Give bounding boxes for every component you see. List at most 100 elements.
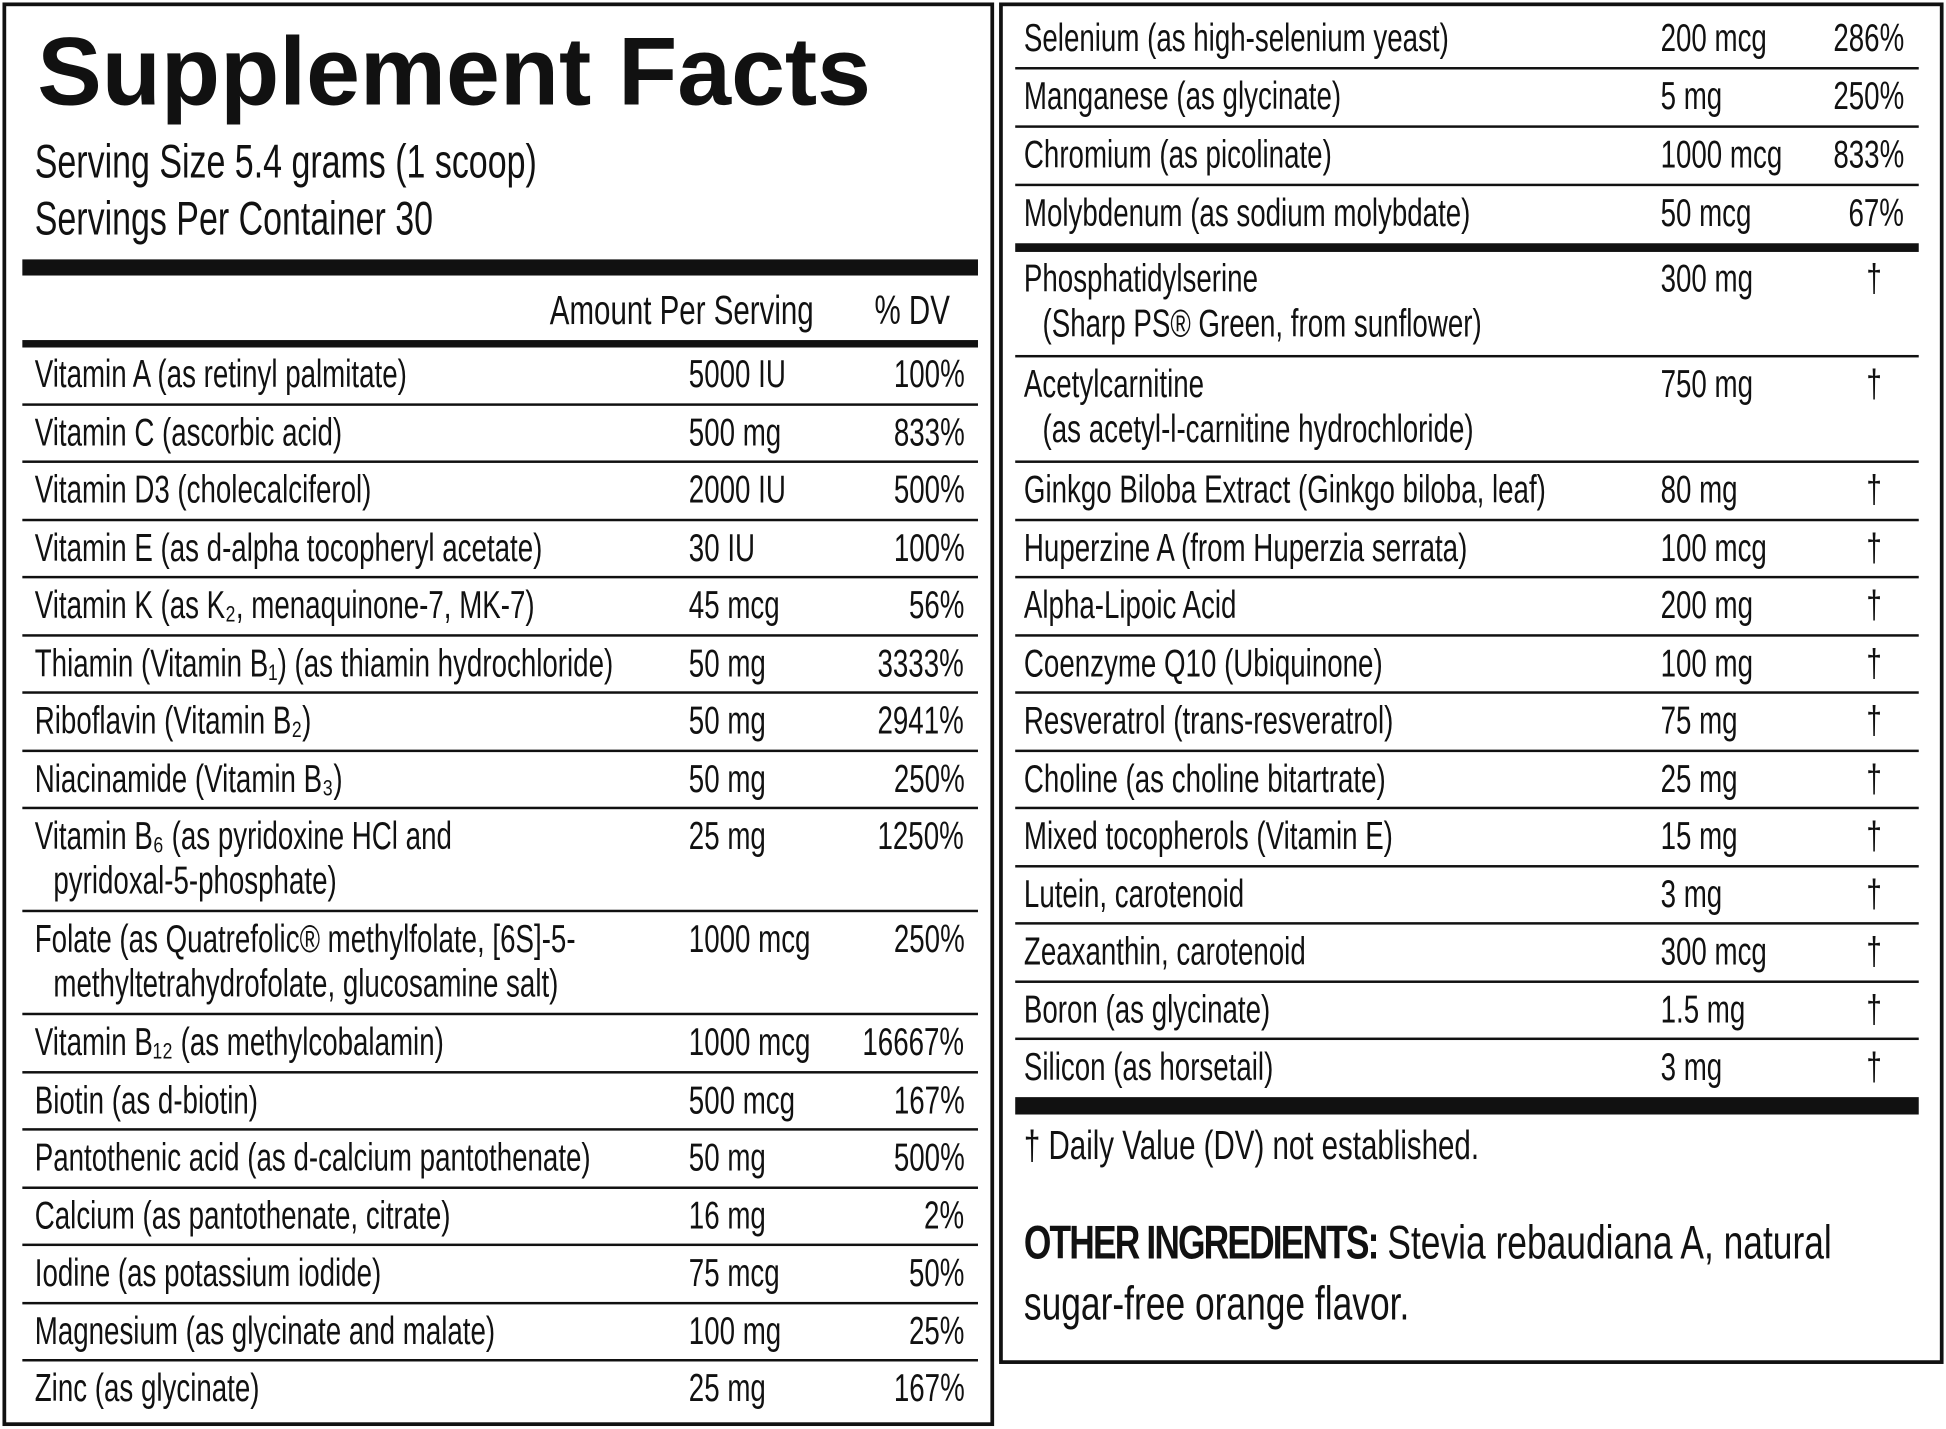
nutrient-amount: 200 mcg [1661,16,1809,61]
nutrient-name: Calcium (as pantothenate, citrate) [35,1193,612,1238]
row-rule [22,1070,978,1073]
right-panel [999,2,1944,1364]
nutrient-amount-text: 100 mg [688,1308,782,1353]
nutrient-dv-text: † [1866,929,1882,974]
nutrient-name-text: Vitamin E (as d-alpha tocopheryl acetate… [34,525,543,570]
nutrient-amount-text: 16 mg [688,1193,766,1237]
nutrient-name: Choline (as choline bitartrate) [1024,756,1527,801]
thick-rule [22,259,978,276]
row-rule [22,806,978,810]
nutrient-dv-text: 167% [893,1366,965,1410]
nutrient-name-text: Vitamin A (as retinyl palmitate) [34,352,407,396]
nutrient-dv-text: † [1866,871,1882,916]
nutrient-dv-text: 50% [908,1251,965,1295]
row-rule [22,749,978,752]
nutrient-name: Vitamin B₁₂ (as methylcobalamin) [35,1020,603,1065]
nutrient-dv-text: 286% [1832,16,1904,60]
nutrient-dv-text: 833% [1832,132,1904,177]
nutrient-dv-text: 500% [893,467,965,512]
nutrient-amount-text: 25 mg [688,1366,766,1410]
nutrient-dv-text: † [1866,583,1882,627]
nutrient-dv: † [1860,583,1881,628]
nutrient-dv-text: 3333% [878,641,965,685]
row-rule [1015,922,1919,925]
nutrient-amount: 16 mg [689,1193,796,1238]
header-dv-text: % DV [874,286,950,333]
nutrient-dv-text: † [1866,756,1882,800]
nutrient-amount-text: 25 mg [1660,756,1738,800]
nutrient-dv-text: † [1866,1045,1882,1089]
nutrient-amount-text: 500 mcg [688,1077,796,1122]
nutrient-dv-text: † [1866,362,1882,406]
nutrient-subname: methyltetrahydrofolate, glucosamine salt… [53,962,754,1007]
nutrient-name: Vitamin E (as d-alpha tocopheryl acetate… [35,526,740,571]
nutrient-dv: 286% [1805,16,1904,61]
nutrient-amount-text: 3 mg [1660,871,1723,916]
nutrient-name: Resveratrol (trans-resveratrol) [1024,699,1537,744]
nutrient-amount-text: 50 mg [688,641,766,685]
nutrient-dv-text: 1250% [878,814,965,858]
thick-rule [22,340,978,348]
row-rule [22,1012,978,1016]
nutrient-name-text: Vitamin K (as K₂, menaquinone-7, MK-7) [34,583,535,627]
nutrient-dv: 250% [866,917,964,962]
nutrient-amount-text: 1000 mcg [1660,132,1783,177]
nutrient-name-text: Vitamin B₆ (as pyridoxine HCl and [34,814,452,858]
nutrient-amount-text: 300 mg [1660,256,1753,301]
nutrient-amount-text: 30 IU [688,525,756,570]
nutrient-name-text: Vitamin C (ascorbic acid) [34,410,343,454]
nutrient-dv: † [1860,930,1881,975]
nutrient-name-text: Manganese (as glycinate) [1023,74,1342,118]
nutrient-amount: 100 mcg [1661,526,1809,571]
nutrient-amount-text: 1.5 mg [1660,987,1746,1031]
nutrient-amount-text: 5 mg [1660,74,1723,118]
nutrient-dv: 250% [1805,74,1904,119]
nutrient-dv: 500% [866,1136,964,1181]
nutrient-amount-text: 45 mcg [688,583,780,627]
nutrient-dv: 833% [1805,132,1904,178]
nutrient-name: Silicon (as horsetail) [1024,1045,1370,1090]
nutrient-dv: † [1860,362,1881,407]
nutrient-name-text: Calcium (as pantothenate, citrate) [34,1193,451,1237]
nutrient-name: Vitamin D3 (cholecalciferol) [35,468,503,513]
nutrient-name-text: Acetylcarnitine [1023,362,1205,406]
nutrient-amount: 1000 mcg [1661,133,1830,178]
serving-size: Serving Size 5.4 grams (1 scoop) [35,137,732,189]
nutrient-name: Niacinamide (Vitamin B₃) [35,756,463,801]
nutrient-amount-text: 5000 IU [688,352,786,396]
row-rule [22,633,978,637]
row-rule [22,575,978,579]
nutrient-name-text: Lutein, carotenoid [1023,871,1245,916]
nutrient-dv: 100% [866,352,964,397]
nutrient-amount: 25 mg [1661,756,1768,801]
nutrient-amount-text: 75 mg [1660,698,1738,743]
nutrient-name-text: Boron (as glycinate) [1023,987,1271,1031]
nutrient-amount-text: 15 mg [1660,814,1738,858]
row-rule [1015,460,1919,463]
nutrient-amount: 3 mg [1661,872,1747,917]
nutrient-name: Acetylcarnitine [1024,362,1274,407]
nutrient-name-text: Thiamin (Vitamin B₁) (as thiamin hydroch… [34,641,614,685]
nutrient-name-text: Silicon (as horsetail) [1023,1045,1274,1089]
nutrient-amount: 3 mg [1661,1045,1747,1090]
row-rule [1015,979,1919,983]
nutrient-amount-text: 75 mcg [688,1251,780,1295]
servings-per-container: Servings Per Container 30 [35,194,588,246]
nutrient-subname: (Sharp PS® Green, from sunflower) [1043,302,1653,347]
row-rule [1015,806,1919,810]
nutrient-name: Boron (as glycinate) [1024,987,1366,1032]
row-rule [22,1185,978,1189]
nutrient-amount: 50 mg [689,1136,796,1181]
row-rule [1015,125,1919,128]
nutrient-name: Coenzyme Q10 (Ubiquinone) [1024,641,1522,686]
nutrient-dv: † [1860,641,1881,686]
nutrient-name: Huperzine A (from Huperzia serrata) [1024,526,1640,571]
nutrient-subname-text: (Sharp PS® Green, from sunflower) [1042,301,1482,346]
nutrient-dv-text: † [1866,987,1882,1031]
nutrient-name-text: Vitamin B₁₂ (as methylcobalamin) [34,1020,444,1064]
nutrient-name-text: Riboflavin (Vitamin B₂) [34,698,312,743]
nutrient-name: Selenium (as high-selenium yeast) [1024,16,1614,61]
row-rule [22,1301,978,1304]
nutrient-amount: 1000 mcg [689,1020,858,1065]
